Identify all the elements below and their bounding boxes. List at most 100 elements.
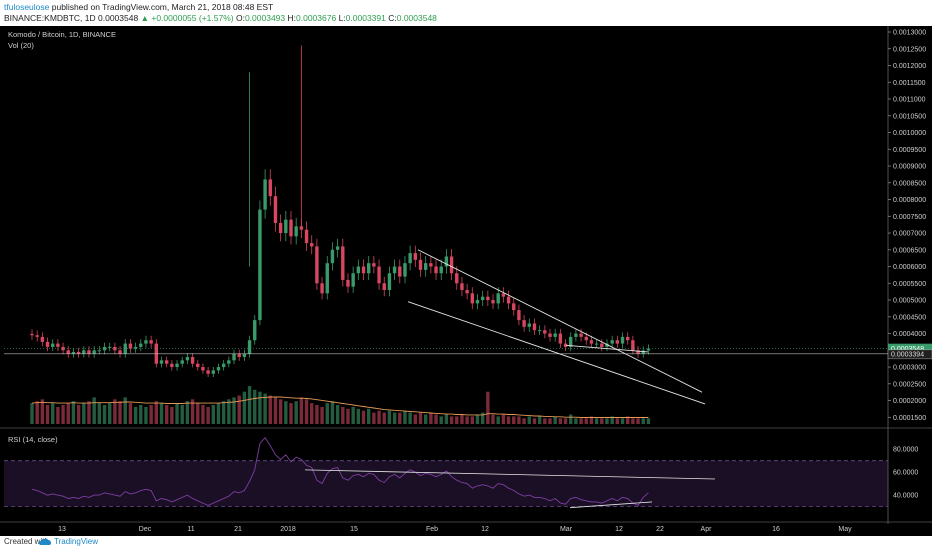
support-trendline <box>565 344 649 353</box>
volume-bar <box>304 399 309 424</box>
volume-bar <box>201 405 205 424</box>
volume-bar <box>149 405 153 424</box>
wedge-lower-trendline <box>407 301 706 405</box>
candle-body <box>185 356 190 361</box>
price-tick-label: 0.0008500 <box>893 180 926 187</box>
volume-bar <box>563 418 568 424</box>
candle-body <box>548 333 552 337</box>
volume-bar <box>299 397 304 424</box>
candle-body <box>610 340 614 344</box>
price-tick-label: 0.0003000 <box>893 365 926 372</box>
price-tick-label: 0.0012000 <box>893 63 926 70</box>
tradingview-link[interactable]: TradingView <box>54 537 99 546</box>
candle-body <box>351 273 355 287</box>
volume-bar <box>444 414 449 424</box>
chart-header: tfuloseulose published on TradingView.co… <box>0 0 932 26</box>
candle-body <box>398 266 402 277</box>
volume-bar <box>403 410 407 424</box>
rsi-label: RSI (14, close) <box>8 435 58 444</box>
candle-body <box>216 367 221 371</box>
volume-bar <box>636 418 640 424</box>
high-value: 0.0003676 <box>296 13 337 23</box>
candle-body <box>517 310 521 321</box>
candle-body <box>434 266 438 274</box>
volume-bar <box>418 412 423 424</box>
candle-body <box>118 350 122 354</box>
volume-bar <box>589 416 594 424</box>
volume-bar <box>439 416 443 424</box>
volume-bar <box>517 416 521 424</box>
secondary-price-tag <box>887 349 932 360</box>
candle-body <box>543 330 547 334</box>
volume-bar <box>144 406 148 424</box>
volume-bar <box>527 416 531 424</box>
volume-bar <box>335 405 340 424</box>
rsi-resistance-trendline <box>304 469 716 480</box>
volume-bar <box>574 418 578 424</box>
candle-body <box>605 343 609 347</box>
chart-title: Komodo / Bitcoin, 1D, BINANCE <box>8 30 116 39</box>
volume-label: Vol (20) <box>8 41 34 50</box>
candle-body <box>600 343 604 347</box>
price-tick-label: 0.0001500 <box>893 415 926 422</box>
volume-bar <box>496 416 500 424</box>
volume-bar <box>56 406 60 424</box>
candle-body <box>537 330 542 332</box>
time-tick-label: 15 <box>350 526 358 533</box>
price-tick-label: 0.0002000 <box>893 398 926 405</box>
price-tick-label: 0.0011500 <box>893 80 926 87</box>
candle-body <box>641 350 645 354</box>
candle-body <box>403 263 407 277</box>
volume-bar <box>569 414 573 424</box>
volume-bar <box>455 416 459 424</box>
volume-bar <box>408 412 412 424</box>
time-tick-label: Feb <box>426 526 438 533</box>
volume-bar <box>289 403 293 424</box>
candle-body <box>310 243 314 247</box>
chart-canvas[interactable]: 0.0013000 0.0012500 0.0012000 0.0011500 0.00… <box>0 26 932 536</box>
price-tick-label: 0.0007000 <box>893 231 926 238</box>
volume-bar <box>71 401 76 424</box>
volume-bar <box>294 401 298 424</box>
wedge-upper-trendline <box>417 249 703 393</box>
price-tick-label: 0.0006500 <box>893 247 926 254</box>
volume-bar <box>164 405 169 424</box>
candle-body <box>574 333 578 337</box>
candle-body <box>66 350 70 354</box>
candle-body <box>263 179 267 210</box>
author-link[interactable]: tfuloseulose <box>4 2 50 12</box>
volume-bar <box>118 401 122 424</box>
candle-body <box>470 293 474 304</box>
time-tick-label: 12 <box>481 526 489 533</box>
volume-bar <box>185 401 190 424</box>
volume-bar <box>610 416 614 424</box>
chart-area[interactable]: 0.0013000 0.0012500 0.0012000 0.0011500 0.00… <box>0 26 932 536</box>
price-tick-label: 0.0002500 <box>893 381 926 388</box>
publish-line: tfuloseulose published on TradingView.co… <box>4 2 273 13</box>
candle-body <box>377 266 381 284</box>
candle-body <box>356 266 361 274</box>
candle-body <box>289 219 293 237</box>
price-tick-label: 0.0004000 <box>893 331 926 338</box>
candle-body <box>455 273 459 284</box>
volume-bar <box>641 418 645 424</box>
volume-bar <box>190 399 195 424</box>
volume-bar <box>501 414 506 424</box>
volume-bar <box>398 412 402 424</box>
candle-body <box>569 336 573 347</box>
candle-body <box>418 259 423 270</box>
open-value: 0.0003493 <box>244 13 286 23</box>
volume-bar <box>263 393 267 424</box>
price-tick-label: 0.0012500 <box>893 46 926 53</box>
volume-bar <box>61 405 65 424</box>
candle-body <box>346 279 350 287</box>
time-tick-label: 16 <box>772 526 780 533</box>
ohlc-line: BINANCE:KMDBTC, 1D 0.0003548 ▲ +0.000005… <box>4 13 437 24</box>
volume-bar <box>600 418 604 424</box>
volume-bar <box>82 403 86 424</box>
price-tick-label: 0.0004500 <box>893 314 926 321</box>
volume-bar <box>372 412 376 424</box>
volume-bar <box>506 416 511 424</box>
time-tick-label: 12 <box>615 526 623 533</box>
close-value: 0.0003548 <box>396 13 437 23</box>
